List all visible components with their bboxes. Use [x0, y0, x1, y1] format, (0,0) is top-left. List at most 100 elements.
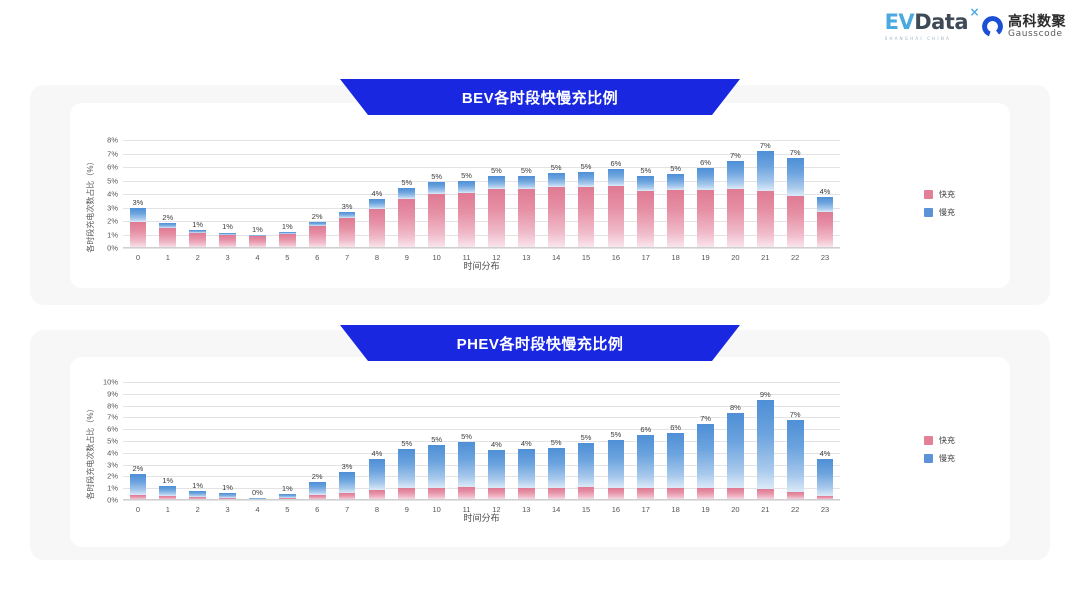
bev-bar-column[interactable]: 5%	[392, 140, 422, 248]
phev-x-tick-label: 21	[761, 505, 770, 514]
bev-gridline	[123, 180, 840, 182]
phev-bar-segment-slow	[368, 458, 386, 490]
bev-bar-column[interactable]: 3%	[123, 140, 153, 248]
bev-bar-column[interactable]: 5%	[422, 140, 452, 248]
bev-bar-data-label: 7%	[730, 150, 741, 160]
phev-bar-segment-fast	[488, 487, 505, 500]
bev-bar-column[interactable]: 4%	[362, 140, 392, 248]
phev-bar-column[interactable]: 9%	[750, 382, 780, 500]
bev-bar-column[interactable]: 1%	[272, 140, 302, 248]
bev-bar-column[interactable]: 1%	[243, 140, 273, 248]
bev-legend-item-slow[interactable]: 慢充	[924, 207, 955, 218]
phev-bar-data-label: 7%	[789, 410, 801, 420]
bev-bar-column[interactable]: 5%	[571, 140, 601, 248]
phev-bar-column[interactable]: 1%	[153, 382, 183, 500]
bev-stacked-bar	[278, 231, 296, 248]
phev-bar-column[interactable]: 2%	[123, 382, 153, 500]
phev-bar-segment-fast	[786, 491, 804, 500]
phev-bar-column[interactable]: 2%	[302, 382, 332, 500]
phev-bar-segment-slow	[517, 449, 535, 488]
bev-bar-column[interactable]: 6%	[601, 140, 631, 248]
phev-bar-column[interactable]: 4%	[362, 382, 392, 500]
bev-bar-column[interactable]: 1%	[213, 140, 243, 248]
phev-bar-column[interactable]: 3%	[332, 382, 362, 500]
phev-bar-column[interactable]: 5%	[422, 382, 452, 500]
phev-bar-column[interactable]: 5%	[452, 382, 482, 500]
bev-bar-segment-fast	[577, 186, 595, 248]
phev-bar-column[interactable]: 4%	[482, 382, 512, 500]
bev-legend-item-fast[interactable]: 快充	[924, 189, 955, 200]
phev-legend-item-slow[interactable]: 慢充	[924, 453, 955, 464]
bev-bar-column[interactable]: 5%	[661, 140, 691, 248]
bev-bar-column[interactable]: 2%	[302, 140, 332, 248]
bev-bar-segment-slow	[249, 234, 266, 236]
bev-bar-column[interactable]: 7%	[721, 140, 751, 248]
phev-legend-label-slow: 慢充	[939, 454, 955, 464]
phev-y-tick-label: 9%	[107, 389, 118, 399]
phev-bar-column[interactable]: 8%	[721, 382, 751, 500]
phev-bar-data-label: 4%	[371, 448, 383, 458]
phev-gridline	[123, 488, 840, 490]
bev-bar-column[interactable]: 4%	[810, 140, 840, 248]
phev-chart-card	[70, 357, 1010, 547]
bev-bar-column[interactable]: 2%	[153, 140, 183, 248]
bev-bar-segment-slow	[129, 208, 147, 222]
bev-bar-segment-fast	[816, 212, 834, 248]
phev-y-tick-label: 0%	[107, 495, 118, 505]
phev-bar-segment-slow	[129, 474, 147, 496]
phev-bar-column[interactable]: 4%	[810, 382, 840, 500]
bev-bar-segment-fast	[458, 193, 475, 248]
bev-bar-column[interactable]: 5%	[452, 140, 482, 248]
phev-bar-column[interactable]: 5%	[601, 382, 631, 500]
phev-bar-data-label: 1%	[222, 482, 233, 492]
phev-bar-data-label: 8%	[730, 402, 741, 412]
phev-bar-column[interactable]: 6%	[661, 382, 691, 500]
phev-legend-swatch-slow	[924, 454, 933, 464]
phev-gridline	[123, 382, 840, 383]
bev-gridlines	[123, 140, 840, 249]
bev-bar-column[interactable]: 5%	[511, 140, 541, 248]
phev-x-tick-label: 22	[791, 505, 800, 514]
phev-bar-segment-fast	[697, 487, 714, 500]
bev-bar-column[interactable]: 7%	[780, 140, 810, 248]
phev-x-tick-label: 20	[731, 505, 740, 514]
phev-bar-column[interactable]: 0%	[243, 382, 273, 500]
phev-bar-column[interactable]: 5%	[541, 382, 571, 500]
phev-bar-data-label: 1%	[192, 481, 204, 491]
bev-bar-column[interactable]: 6%	[691, 140, 721, 248]
bev-x-tick-label: 5	[285, 253, 290, 262]
bev-bar-segment-slow	[727, 160, 744, 190]
phev-x-axis-line	[123, 499, 840, 500]
bev-bar-column[interactable]: 7%	[750, 140, 780, 248]
bev-bar-data-label: 6%	[610, 159, 622, 169]
bev-bar-segment-fast	[547, 186, 565, 248]
phev-bar-column[interactable]: 6%	[631, 382, 661, 500]
phev-stacked-bar	[667, 433, 685, 500]
bev-bar-segment-fast	[189, 233, 207, 248]
phev-bar-column[interactable]: 5%	[392, 382, 422, 500]
bev-bar-segment-slow	[189, 229, 207, 234]
bev-bar-column[interactable]: 5%	[541, 140, 571, 248]
phev-bar-column[interactable]: 1%	[272, 382, 302, 500]
phev-bar-segment-fast	[607, 487, 625, 500]
phev-banner-title: PHEV各时段快慢充比例	[340, 325, 740, 361]
phev-bar-column[interactable]: 7%	[691, 382, 721, 500]
phev-bar-column[interactable]: 5%	[571, 382, 601, 500]
phev-bar-data-label: 5%	[461, 432, 472, 442]
bev-bar-column[interactable]: 5%	[482, 140, 512, 248]
phev-x-ticks: 0 1 2 3 4 5 6 7 8 9 10 11 12 13 14 15 16 17 18 19 20 21 22 23	[123, 505, 840, 514]
bev-bar-segment-fast	[428, 194, 446, 248]
phev-legend-item-fast[interactable]: 快充	[924, 435, 955, 446]
bev-x-tick-label: 18	[671, 253, 680, 262]
phev-bar-column[interactable]: 1%	[183, 382, 213, 500]
phev-bar-column[interactable]: 1%	[213, 382, 243, 500]
phev-bar-column[interactable]: 4%	[511, 382, 541, 500]
phev-bar-segment-fast	[308, 494, 326, 500]
phev-bar-column[interactable]: 7%	[780, 382, 810, 500]
bev-stacked-bar	[756, 150, 774, 248]
bev-bar-data-label: 1%	[222, 222, 233, 232]
bev-bar-column[interactable]: 3%	[332, 140, 362, 248]
bev-bar-column[interactable]: 5%	[631, 140, 661, 248]
bev-bar-column[interactable]: 1%	[183, 140, 213, 248]
phev-bar-segment-slow	[338, 472, 356, 493]
